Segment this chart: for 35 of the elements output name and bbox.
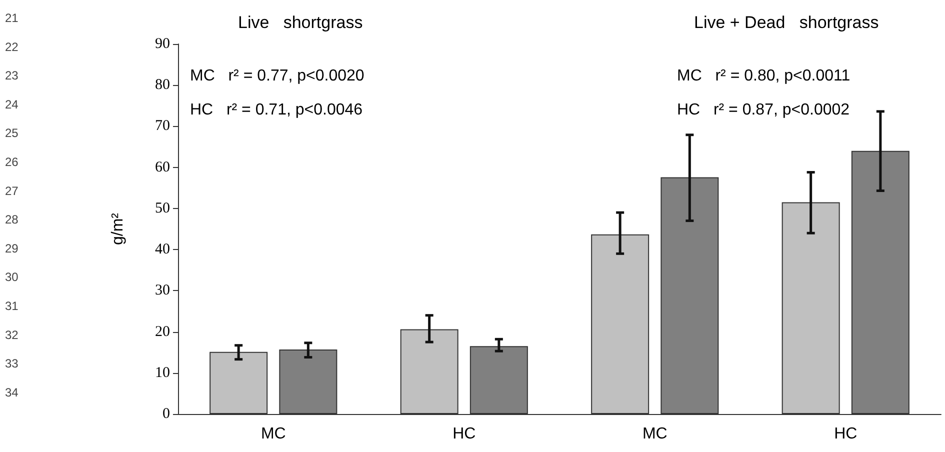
y-tick-label: 60 (155, 159, 170, 176)
text: 23 (5, 68, 19, 83)
y-tick-label: 10 (155, 364, 170, 381)
y-axis-title: g/m² (110, 212, 126, 245)
y-tick-label: 0 (162, 406, 170, 422)
text: 28 (5, 212, 19, 227)
text: 25 (5, 126, 19, 140)
annotation: MC r² = 0.80, p<0.0011 (677, 68, 850, 84)
y-tick-label: 70 (155, 118, 170, 134)
text: 34 (5, 385, 19, 400)
x-tick-label: HC (834, 426, 858, 442)
text: 26 (5, 155, 19, 169)
text: Live + Dead shortgrass (694, 13, 879, 32)
y-tick-label: 30 (155, 282, 170, 299)
text: 30 (5, 270, 19, 284)
annotation: HC r² = 0.71, p<0.0046 (190, 102, 363, 118)
y-tick-label: 50 (155, 200, 170, 216)
text: 31 (5, 299, 19, 313)
x-tick-label: MC (642, 426, 668, 442)
text: 33 (5, 356, 19, 371)
text: 21 (5, 11, 19, 25)
text: 29 (5, 241, 19, 256)
text: Live shortgrass (238, 13, 363, 32)
y-tick-label: 20 (155, 324, 170, 340)
text: 22 (5, 40, 19, 54)
annotation: HC r² = 0.87, p<0.0002 (677, 102, 850, 118)
text: 27 (5, 184, 19, 198)
y-tick-label: 80 (155, 77, 170, 94)
text: 24 (5, 97, 19, 112)
y-tick-label: 90 (155, 36, 170, 52)
y-tick-label: 40 (155, 242, 170, 258)
annotation: MC r² = 0.77, p<0.0020 (190, 68, 364, 84)
x-tick-label: HC (452, 426, 476, 442)
text: 32 (5, 328, 19, 342)
x-tick-label: MC (260, 426, 286, 442)
